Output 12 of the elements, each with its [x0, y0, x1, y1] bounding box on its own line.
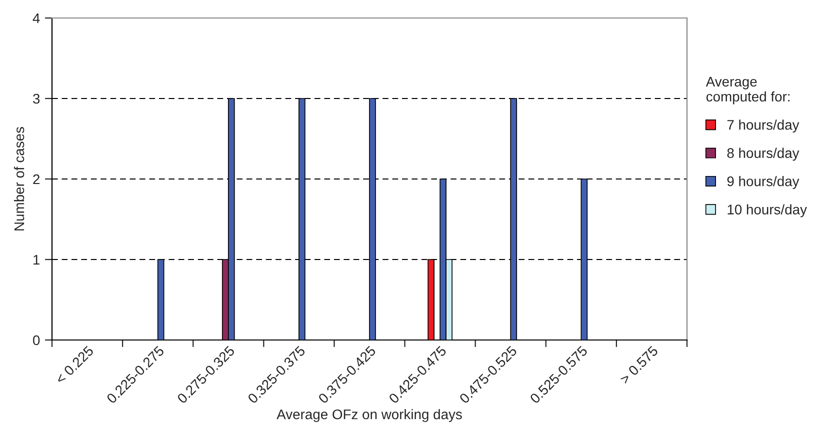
legend-label: 7 hours/day [727, 120, 800, 133]
y-tick-label: 0 [33, 335, 40, 346]
legend-label: 9 hours/day [727, 176, 800, 189]
y-tick-label: 2 [33, 174, 40, 184]
legend-label: 10 hours/day [728, 204, 807, 218]
x-axis-title: Average OFz on working days [276, 409, 462, 422]
y-axis-title: Number of cases [14, 127, 24, 230]
legend-title: Average computed for: [706, 76, 790, 104]
legend-label: 8 hours/day [727, 148, 800, 161]
y-tick-label: 3 [33, 94, 40, 104]
y-tick-label: 1 [34, 254, 40, 265]
y-tick-label: 4 [32, 13, 40, 24]
